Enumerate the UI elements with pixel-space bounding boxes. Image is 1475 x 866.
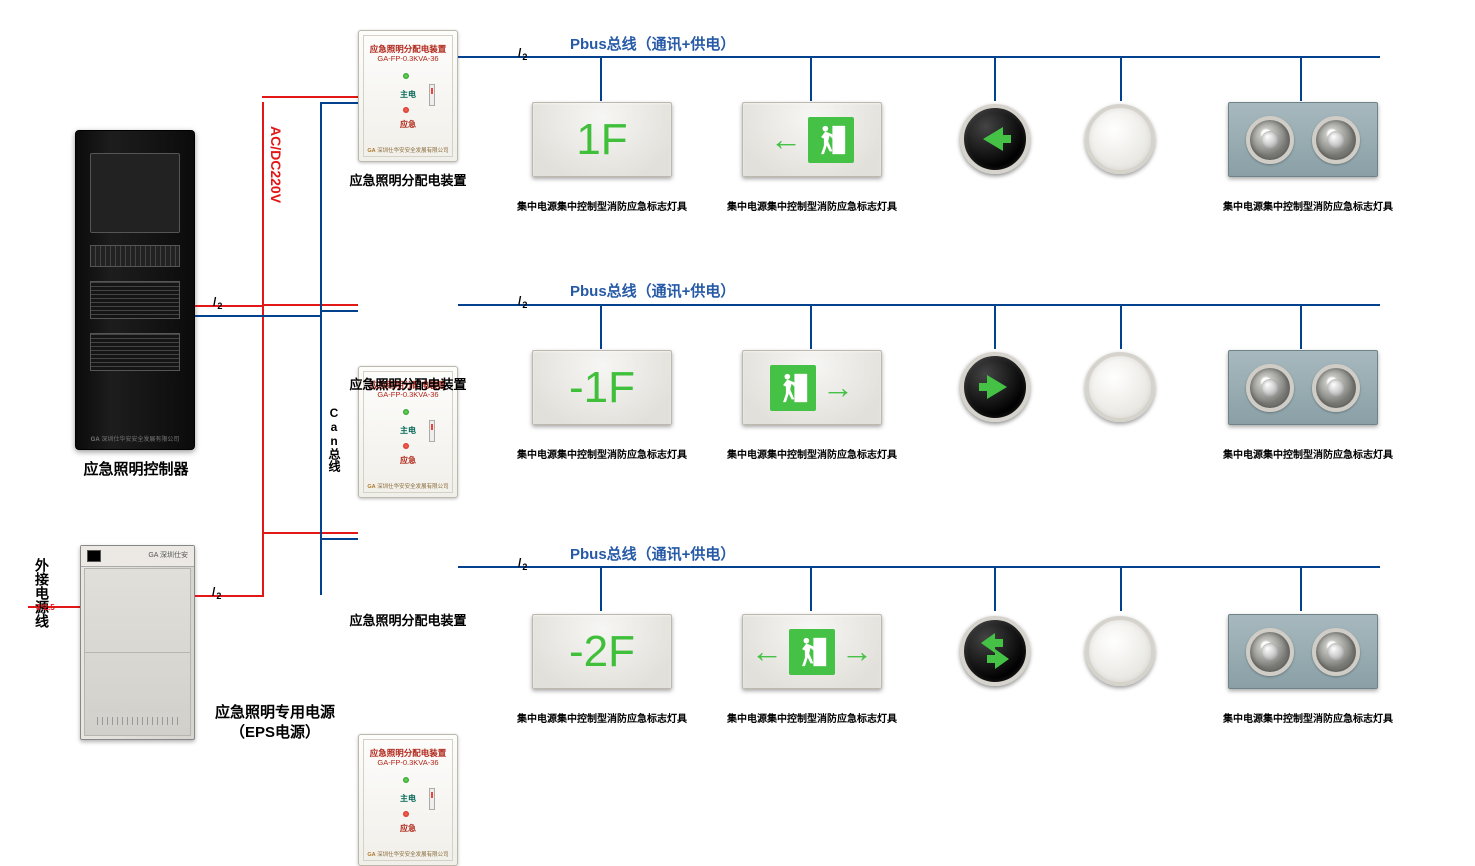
- pbus-drop: [994, 56, 996, 101]
- eps-power-supply: GA 深圳仕安: [80, 545, 195, 740]
- round-floor-indicator: [960, 104, 1030, 174]
- distribution-box: 应急照明分配电装置GA-FP-0.3KVA-36主电应急GA 深圳仕华安安全发展…: [358, 734, 458, 866]
- round-floor-indicator: [960, 352, 1030, 422]
- pbus-drop: [810, 56, 812, 101]
- floor-sign: -2F: [532, 614, 672, 689]
- pbus-wire: [458, 304, 1380, 306]
- can-bus-branch: [320, 102, 358, 104]
- can-from-controller: [195, 315, 322, 317]
- dual-spotlight: [1228, 350, 1378, 425]
- device-caption: 集中电源集中控制型消防应急标志灯具: [722, 446, 902, 461]
- pbus-drop: [1300, 56, 1302, 101]
- device-caption: 集中电源集中控制型消防应急标志灯具: [722, 198, 902, 213]
- pbus-drop: [1120, 566, 1122, 611]
- round-floor-indicator: [960, 616, 1030, 686]
- round-light: [1085, 352, 1155, 422]
- distribution-box-caption: 应急照明分配电装置: [338, 610, 478, 629]
- slash-marker: /2: [213, 295, 222, 311]
- pbus-drop: [810, 304, 812, 349]
- device-caption: 集中电源集中控制型消防应急标志灯具: [512, 710, 692, 725]
- distribution-box-caption: 应急照明分配电装置: [338, 374, 478, 393]
- device-caption: 集中电源集中控制型消防应急标志灯具: [512, 198, 692, 213]
- distribution-box: 应急照明分配电装置GA-FP-0.3KVA-36主电应急GA 深圳仕华安安全发展…: [358, 30, 458, 162]
- device-caption: 集中电源集中控制型消防应急标志灯具: [722, 710, 902, 725]
- acdc-branch-wire: [262, 96, 358, 98]
- pbus-drop: [994, 304, 996, 349]
- pbus-drop: [600, 566, 602, 611]
- pbus-label: Pbus总线（通讯+供电）: [570, 280, 735, 301]
- external-wire-spec: 3*2.5: [36, 603, 55, 612]
- can-bus-vertical: [320, 102, 322, 595]
- round-light: [1085, 104, 1155, 174]
- exit-sign: ←→: [742, 614, 882, 689]
- acdc-from-eps: [195, 595, 264, 597]
- pbus-wire: [458, 566, 1380, 568]
- pbus-drop: [1300, 566, 1302, 611]
- device-caption: 集中电源集中控制型消防应急标志灯具: [1168, 446, 1448, 461]
- slash-marker: /2: [212, 585, 221, 601]
- acdc-label: AC/DC220V: [268, 126, 284, 203]
- floor-sign: -1F: [532, 350, 672, 425]
- pbus-drop: [994, 566, 996, 611]
- pbus-drop: [1120, 56, 1122, 101]
- round-light: [1085, 616, 1155, 686]
- can-bus-branch: [320, 538, 358, 540]
- device-caption: 集中电源集中控制型消防应急标志灯具: [1168, 198, 1448, 213]
- slash-marker: /2: [518, 556, 527, 572]
- pbus-drop: [1300, 304, 1302, 349]
- pbus-drop: [600, 304, 602, 349]
- can-bus-label: Can总线: [326, 406, 343, 472]
- dual-spotlight: [1228, 102, 1378, 177]
- acdc-branch-wire: [262, 304, 358, 306]
- controller-cabinet: GA 深圳仕华安安全发展有限公司: [75, 130, 195, 450]
- can-bus-branch: [320, 310, 358, 312]
- device-caption: 集中电源集中控制型消防应急标志灯具: [1168, 710, 1448, 725]
- floor-sign: 1F: [532, 102, 672, 177]
- acdc-branch-wire: [262, 532, 358, 534]
- slash-marker: /2: [518, 294, 527, 310]
- pbus-label: Pbus总线（通讯+供电）: [570, 33, 735, 54]
- controller-caption: 应急照明控制器: [71, 458, 201, 479]
- device-caption: 集中电源集中控制型消防应急标志灯具: [512, 446, 692, 461]
- slash-marker: /2: [518, 46, 527, 62]
- dual-spotlight: [1228, 614, 1378, 689]
- exit-sign: ←: [742, 102, 882, 177]
- acdc-from-trunk: [195, 305, 262, 307]
- external-power-label: 外接电源线: [32, 558, 52, 628]
- exit-sign: →: [742, 350, 882, 425]
- pbus-drop: [1120, 304, 1122, 349]
- pbus-wire: [458, 56, 1380, 58]
- diagram-root: 外接电源线3*2.5 GA 深圳仕华安安全发展有限公司应急照明控制器 GA 深圳仕安…: [0, 0, 1475, 826]
- pbus-drop: [810, 566, 812, 611]
- acdc-vertical-wire: [262, 102, 264, 595]
- distribution-box-caption: 应急照明分配电装置: [338, 170, 478, 189]
- eps-caption: 应急照明专用电源（EPS电源）: [200, 703, 350, 742]
- pbus-drop: [600, 56, 602, 101]
- pbus-label: Pbus总线（通讯+供电）: [570, 543, 735, 564]
